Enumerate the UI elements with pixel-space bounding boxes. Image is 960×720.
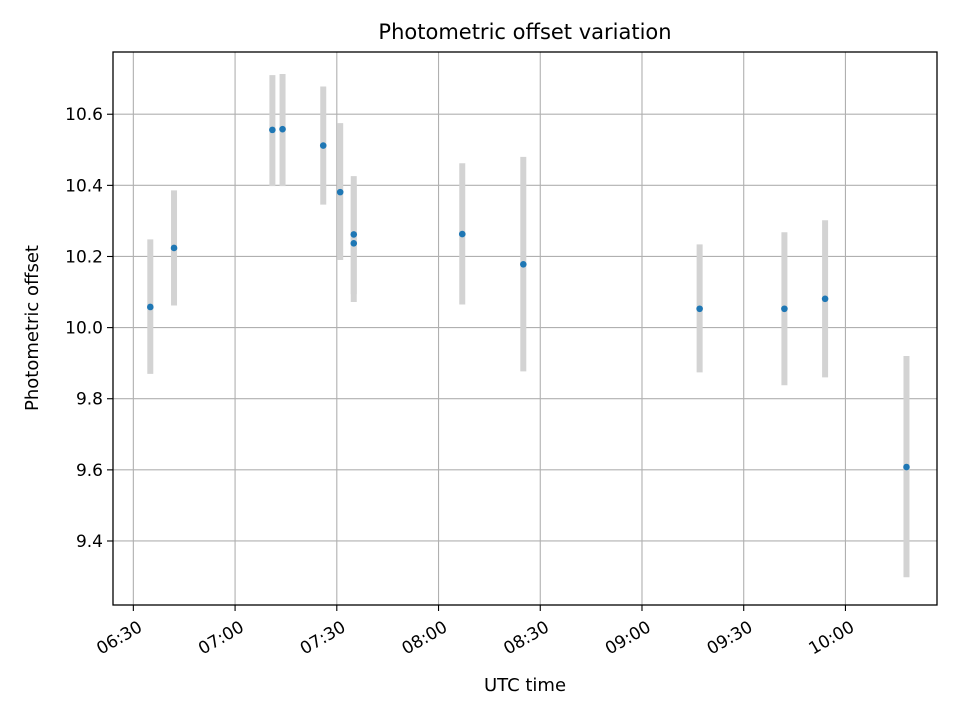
- data-point: [170, 244, 178, 252]
- y-axis-ticks: 9.4 9.6 9.8 10.0 10.2 10.4 10.6: [65, 105, 113, 552]
- data-point: [336, 188, 344, 196]
- y-tick-label: 9.8: [76, 390, 103, 410]
- y-axis-label: Photometric offset: [22, 245, 43, 411]
- y-tick-label: 10.6: [65, 105, 103, 125]
- y-tick-label: 9.4: [76, 532, 103, 552]
- data-point: [319, 142, 327, 149]
- data-points: [147, 125, 910, 471]
- data-point: [458, 230, 466, 238]
- plot-frame: [112, 51, 938, 606]
- y-tick-label: 10.2: [65, 247, 103, 267]
- y-tick-label: 10.4: [65, 176, 103, 196]
- data-point: [350, 231, 358, 238]
- data-point: [903, 463, 910, 471]
- data-point: [350, 240, 358, 247]
- y-tick-label: 9.6: [76, 461, 103, 481]
- data-point: [821, 295, 829, 303]
- y-tick-label: 10.0: [65, 319, 103, 339]
- data-point: [279, 125, 286, 133]
- data-point: [781, 305, 788, 313]
- data-point: [696, 305, 703, 313]
- data-point: [520, 261, 527, 268]
- x-axis-label: UTC time: [484, 675, 566, 696]
- data-point: [269, 126, 276, 134]
- data-point: [147, 303, 154, 311]
- chart-title: Photometric offset variation: [378, 20, 671, 44]
